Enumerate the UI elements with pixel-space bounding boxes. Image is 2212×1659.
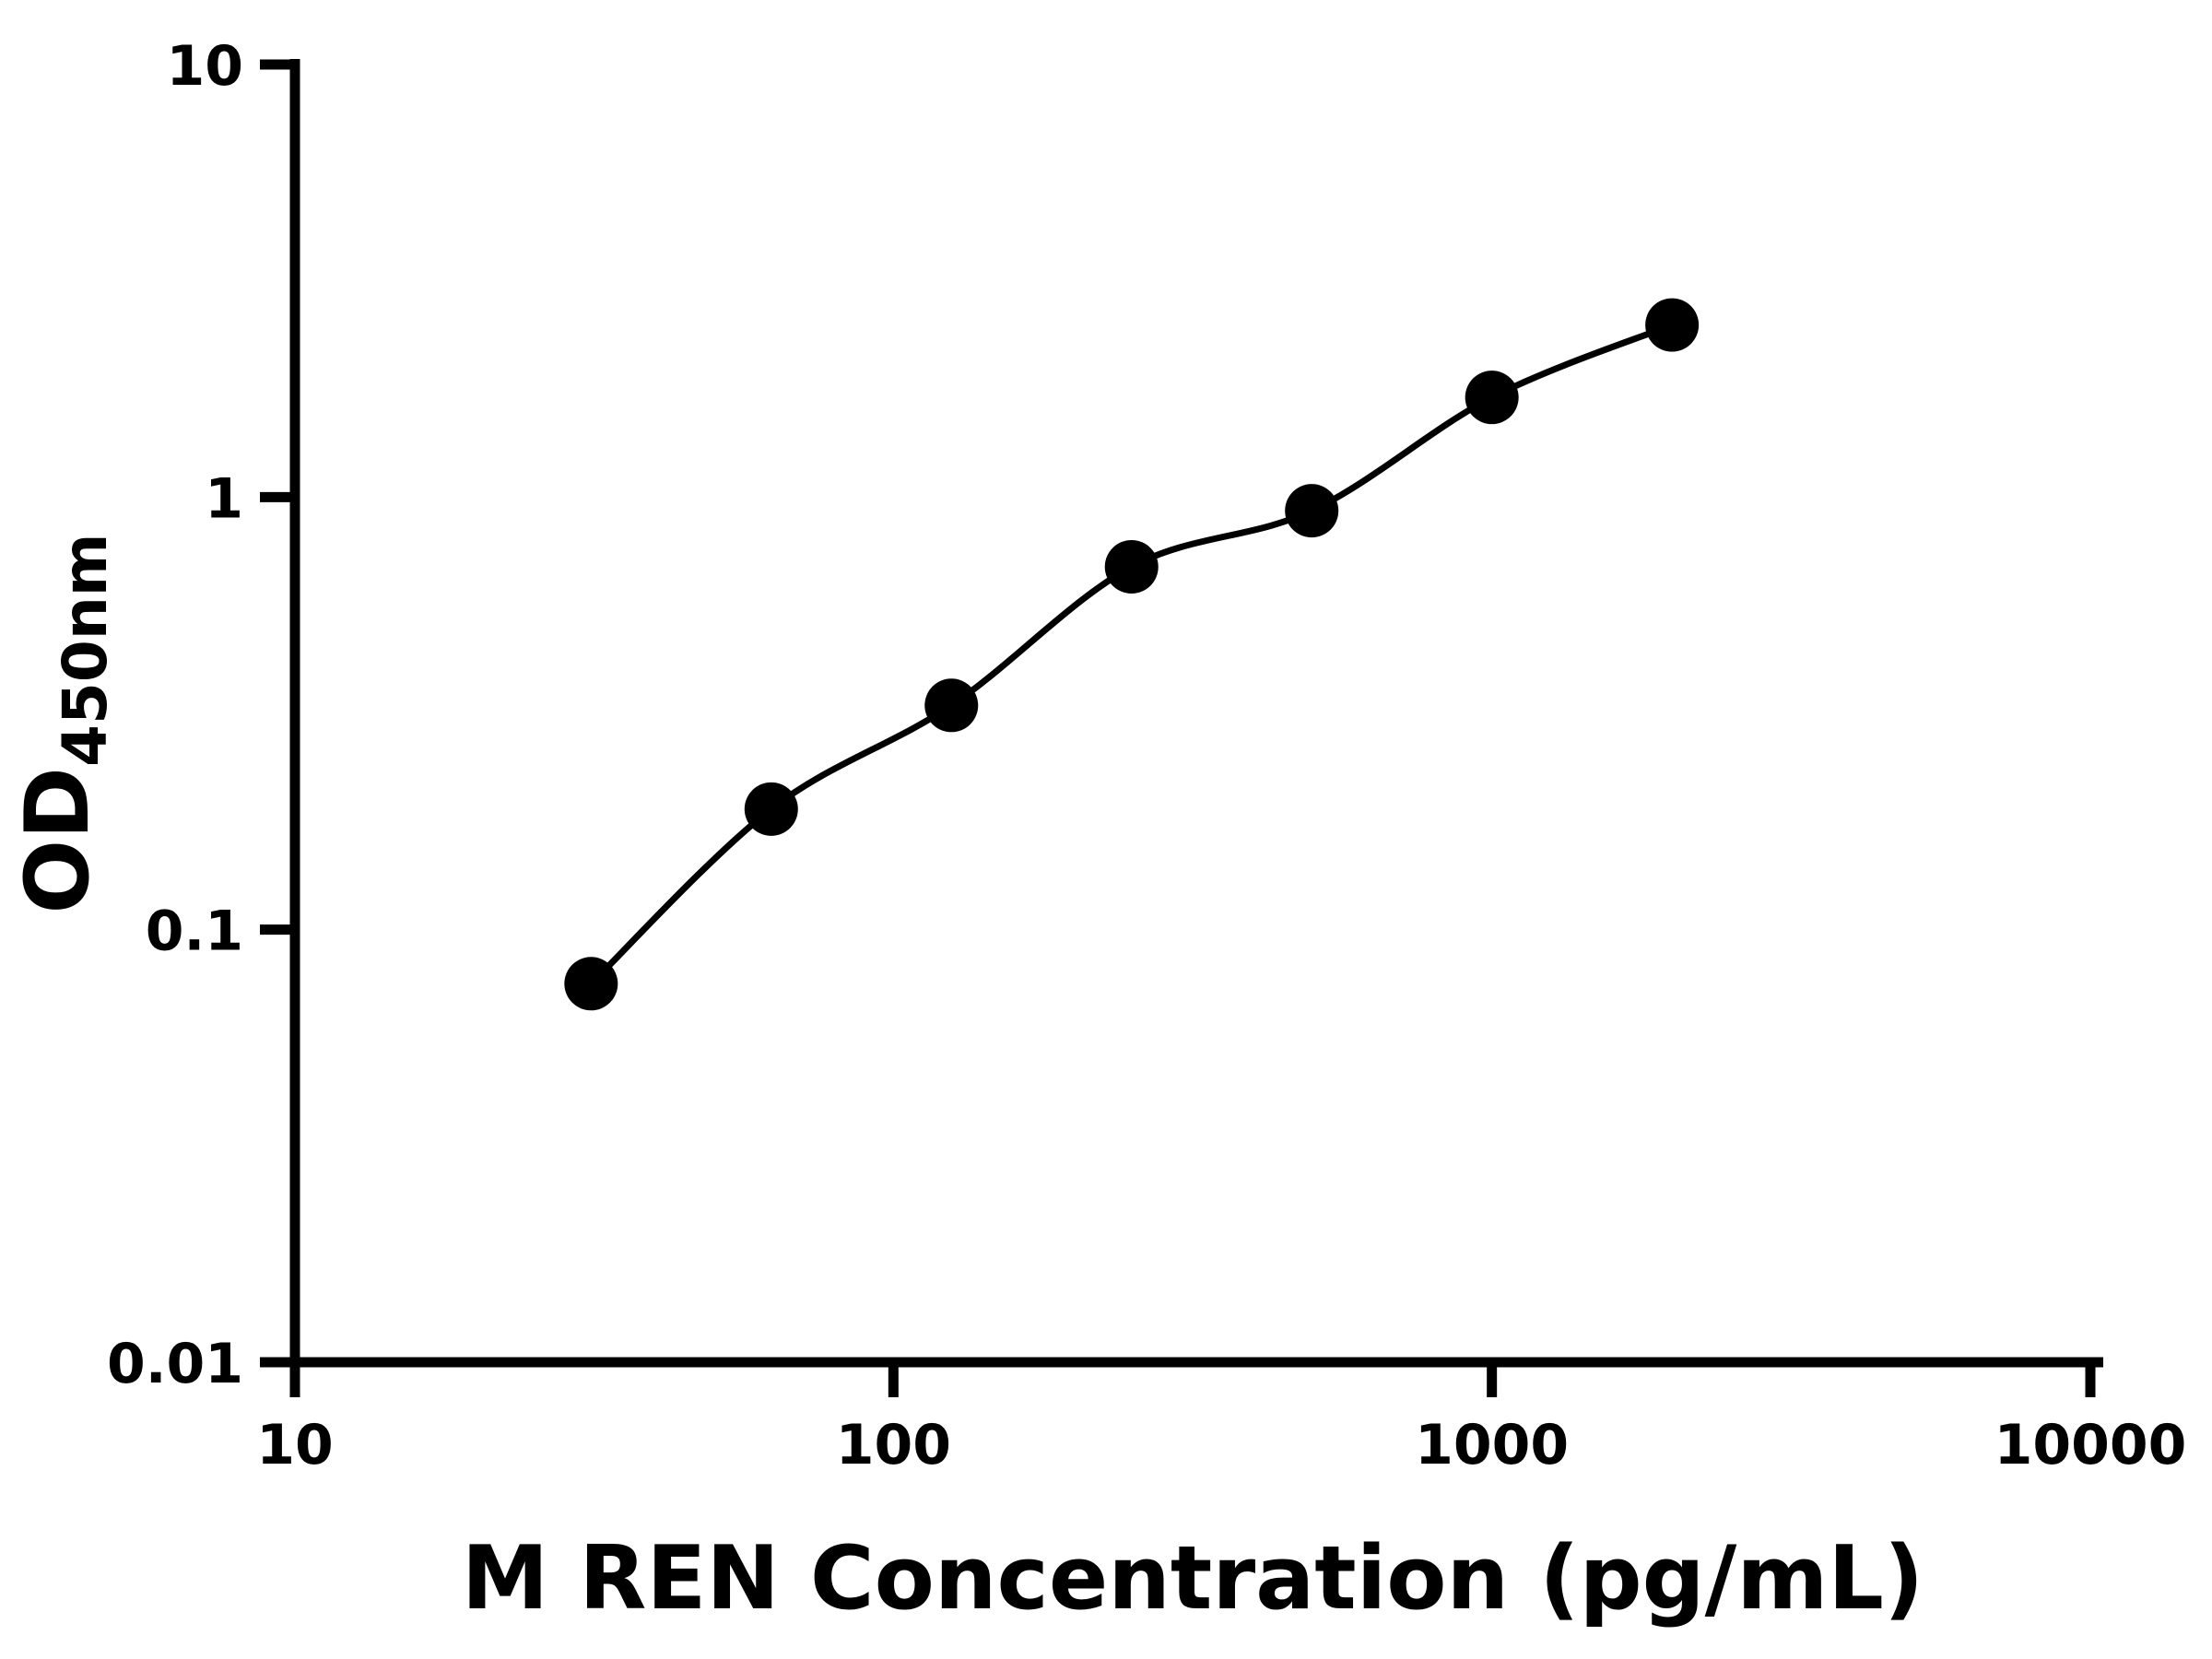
data-point — [744, 782, 798, 836]
data-point — [1465, 371, 1519, 425]
x-tick-label: 1000 — [1415, 1413, 1569, 1477]
ticks-group: 10 100 1000 10000 0.01 0.1 1 10 — [107, 34, 2186, 1477]
y-tick-label: 10 — [167, 34, 244, 99]
data-point — [1104, 539, 1159, 594]
axes-group — [289, 59, 2103, 1368]
y-tick-label: 1 — [205, 466, 243, 531]
y-axis-title-main: OD — [7, 767, 109, 914]
series-group — [564, 298, 1700, 1011]
y-tick-label: 0.1 — [146, 900, 243, 964]
data-point — [1285, 484, 1339, 538]
x-tick-label: 10 — [256, 1413, 334, 1477]
x-tick-label: 10000 — [1994, 1413, 2187, 1477]
y-axis-title-sub: 450nm — [50, 533, 121, 767]
y-tick-label: 0.01 — [107, 1332, 243, 1396]
x-tick-label: 100 — [836, 1413, 951, 1477]
data-point — [564, 957, 618, 1011]
data-point — [1645, 298, 1700, 352]
y-axis-title: OD450nm — [7, 533, 121, 913]
fit-curve — [587, 322, 1676, 987]
x-axis-title: M REN Concentration (pg/mL) — [462, 1528, 1924, 1630]
data-point — [924, 678, 979, 733]
